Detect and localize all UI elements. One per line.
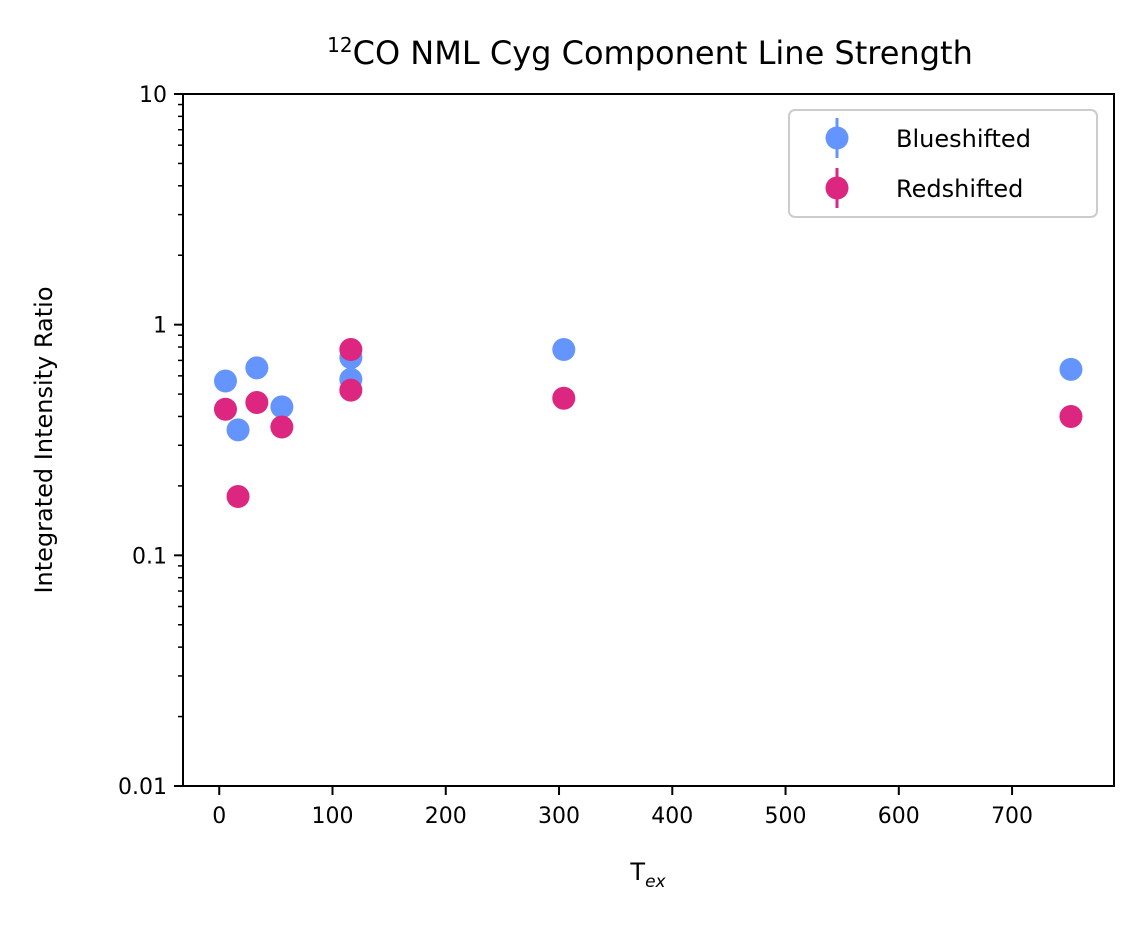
title-superscript: 12 bbox=[327, 33, 352, 57]
point-redshifted bbox=[270, 415, 294, 439]
legend-label: Blueshifted bbox=[896, 125, 1031, 153]
point-blueshifted bbox=[226, 418, 250, 442]
x-axis-label-text: T bbox=[629, 858, 645, 886]
legend-frame bbox=[788, 109, 1098, 218]
chart-title: 12CO NML Cyg Component Line Strength bbox=[327, 33, 973, 72]
x-axis: 0 100 200 300 400 500 600 700 bbox=[212, 786, 1033, 829]
point-blueshifted bbox=[1059, 357, 1083, 381]
y-axis: 0.01 0.1 1 10 bbox=[118, 83, 183, 800]
y-axis-label: Integrated Intensity Ratio bbox=[30, 286, 58, 593]
x-tick-label: 300 bbox=[538, 804, 580, 829]
x-axis-label: Tex bbox=[629, 858, 666, 892]
y-tick-label: 0.1 bbox=[132, 544, 167, 569]
plot-frame bbox=[182, 93, 1115, 787]
point-redshifted bbox=[226, 484, 250, 508]
x-axis-label-subscript: ex bbox=[645, 872, 666, 892]
point-blueshifted bbox=[245, 356, 269, 380]
legend: Blueshifted Redshifted bbox=[788, 109, 1098, 218]
point-redshifted bbox=[552, 386, 576, 410]
x-tick-label: 100 bbox=[312, 804, 354, 829]
x-tick-label: 0 bbox=[212, 804, 226, 829]
x-tick-label: 200 bbox=[425, 804, 467, 829]
legend-marker-redshifted bbox=[825, 176, 849, 200]
point-redshifted bbox=[339, 378, 363, 402]
point-redshifted bbox=[245, 390, 269, 414]
x-tick-label: 400 bbox=[651, 804, 693, 829]
plot-marks bbox=[213, 338, 1083, 508]
x-tick-label: 600 bbox=[878, 804, 920, 829]
point-redshifted bbox=[339, 338, 363, 362]
legend-label: Redshifted bbox=[896, 175, 1023, 203]
y-tick-label: 10 bbox=[139, 83, 167, 108]
x-tick-label: 500 bbox=[765, 804, 807, 829]
point-redshifted bbox=[213, 397, 237, 421]
title-text: CO NML Cyg Component Line Strength bbox=[353, 34, 973, 72]
point-blueshifted bbox=[270, 395, 294, 419]
point-blueshifted bbox=[213, 369, 237, 393]
x-tick-label: 700 bbox=[991, 804, 1033, 829]
point-redshifted bbox=[1059, 404, 1083, 428]
y-tick-label: 1 bbox=[153, 314, 167, 339]
legend-marker-blueshifted bbox=[825, 126, 849, 150]
y-tick-label: 0.01 bbox=[118, 775, 167, 800]
point-blueshifted bbox=[552, 338, 576, 362]
